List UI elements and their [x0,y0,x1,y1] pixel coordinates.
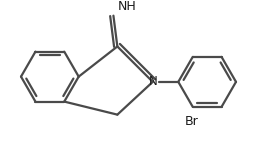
Text: N: N [148,75,157,88]
Text: NH: NH [118,0,137,13]
Text: Br: Br [185,115,198,128]
